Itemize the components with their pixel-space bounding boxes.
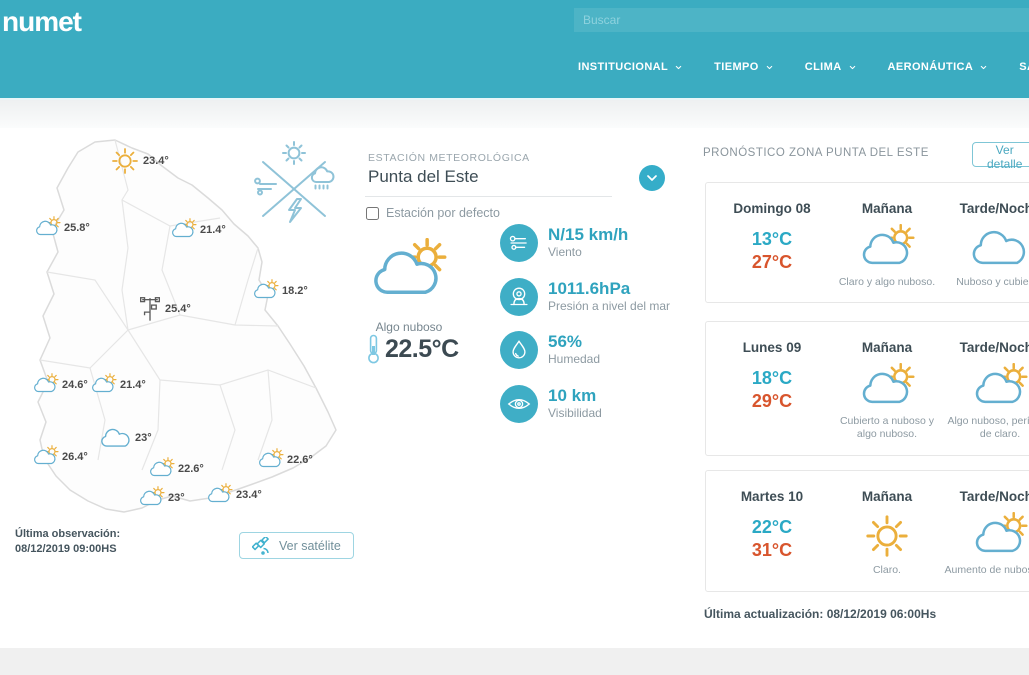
station-name: Punta del Este (368, 167, 479, 186)
cloud-sun-icon (971, 363, 1029, 411)
weather-station-icon (138, 295, 162, 323)
visibility-icon (500, 385, 538, 423)
cloud-sun-icon (858, 363, 916, 411)
cloud-sun-icon (858, 224, 916, 272)
ver-satelite-button[interactable]: Ver satélite (239, 532, 354, 559)
nav-clima[interactable]: CLIMA (805, 61, 857, 73)
uruguay-weather-map: 23.4° 25.8° 21.4° 18.2° 25.4° 24.6° 21.4… (10, 130, 350, 530)
nav-institucional[interactable]: INSTITUCIONAL (578, 61, 683, 73)
cloud-sun-icon (138, 486, 165, 509)
default-station-checkbox-row[interactable]: Estación por defecto (366, 206, 500, 220)
map-station-reading: 21.4° (90, 373, 146, 396)
nav-aeronautica[interactable]: AERONÁUTICA (888, 61, 989, 73)
humidity-icon (500, 331, 538, 369)
cloud-sun-icon (34, 216, 61, 239)
footer-bar (0, 648, 1029, 675)
stat-wind: N/15 km/h Viento (500, 224, 628, 262)
stat-pressure: 1011.6hPa Presión a nivel del mar (500, 278, 670, 316)
last-observation: Última observación: 08/12/2019 09:00HS (15, 528, 121, 555)
cloud-icon (100, 425, 132, 451)
map-station-reading: 22.6° (257, 448, 313, 471)
inumet-logo: numet (2, 6, 82, 37)
stat-visibility: 10 km Visibilidad (500, 385, 602, 423)
cloud-sun-icon (257, 448, 284, 471)
cloud-sun-icon (170, 218, 197, 241)
station-divider (365, 196, 612, 197)
search-input[interactable] (574, 8, 1029, 32)
chevron-down-icon (765, 63, 774, 72)
cloud-icon (971, 224, 1029, 272)
map-station-reading: 25.8° (34, 216, 90, 239)
max-temp: 29°C (751, 391, 793, 411)
chevron-down-icon (848, 63, 857, 72)
satellite-icon (252, 536, 269, 555)
map-station-reading: 18.2° (252, 279, 308, 302)
map-station-reading: 26.4° (32, 445, 88, 468)
cloud-sun-icon (32, 373, 59, 396)
map-station-reading: 23.4° (110, 146, 169, 176)
nav-tiempo[interactable]: TIEMPO (714, 61, 774, 73)
sun-icon (862, 512, 912, 560)
max-temp: 31°C (751, 540, 793, 560)
default-station-checkbox[interactable] (366, 206, 379, 220)
station-section-label: ESTACIÓN METEOROLÓGICA (368, 152, 530, 164)
chevron-down-icon (644, 170, 660, 186)
map-station-reading: 22.6° (148, 457, 204, 480)
map-station-reading: 25.4° (138, 295, 191, 323)
cloud-sun-icon (252, 279, 279, 302)
max-temp: 27°C (751, 252, 793, 272)
map-station-reading: 23° (100, 425, 152, 451)
sun-icon (110, 146, 140, 176)
min-temp: 22°C (751, 517, 793, 537)
nav-sala-de-prensa[interactable]: SALA DE PRENSA (1019, 61, 1029, 73)
weather-emblem-decoration (254, 141, 335, 223)
last-update: Última actualización: 08/12/2019 06:00Hs (704, 607, 937, 621)
forecast-title: PRONÓSTICO ZONA PUNTA DEL ESTE (703, 147, 929, 159)
cloud-sun-icon (206, 483, 233, 506)
main-nav: INSTITUCIONAL TIEMPO CLIMA AERONÁUTICA S… (578, 61, 1029, 73)
min-temp: 13°C (751, 229, 793, 249)
min-temp: 18°C (751, 368, 793, 388)
forecast-card-martes: Martes 10 22°C 31°C Mañana Claro. Tarde/… (705, 470, 1029, 592)
cloud-sun-icon (90, 373, 117, 396)
station-dropdown-button[interactable] (639, 165, 665, 191)
map-station-reading: 23.4° (206, 483, 262, 506)
top-header-bar: numet INSTITUCIONAL TIEMPO CLIMA AERONÁU… (0, 0, 1029, 98)
uruguay-map-outline (37, 139, 337, 513)
map-station-reading: 24.6° (32, 373, 88, 396)
thermometer-icon (368, 334, 379, 364)
chevron-down-icon (979, 63, 988, 72)
stat-humidity: 56% Humedad (500, 331, 600, 369)
header-shadow-strip (0, 98, 1029, 128)
cloud-sun-icon (32, 445, 59, 468)
cloud-sun-icon (368, 238, 448, 305)
ver-detalle-button[interactable]: Ver detalle (972, 142, 1029, 171)
map-station-reading: 23° (138, 486, 185, 509)
cloud-sun-icon (971, 512, 1029, 560)
pressure-icon (500, 278, 538, 316)
forecast-card-lunes: Lunes 09 18°C 29°C Mañana Cubierto a nub… (705, 321, 1029, 456)
forecast-card-domingo: Domingo 08 13°C 27°C Mañana Claro y algo… (705, 182, 1029, 303)
current-condition: Algo nuboso (375, 320, 443, 334)
wind-icon (500, 224, 538, 262)
map-station-reading: 21.4° (170, 218, 226, 241)
cloud-sun-icon (148, 457, 175, 480)
current-temperature: 22.5°C (366, 334, 459, 364)
chevron-down-icon (674, 63, 683, 72)
